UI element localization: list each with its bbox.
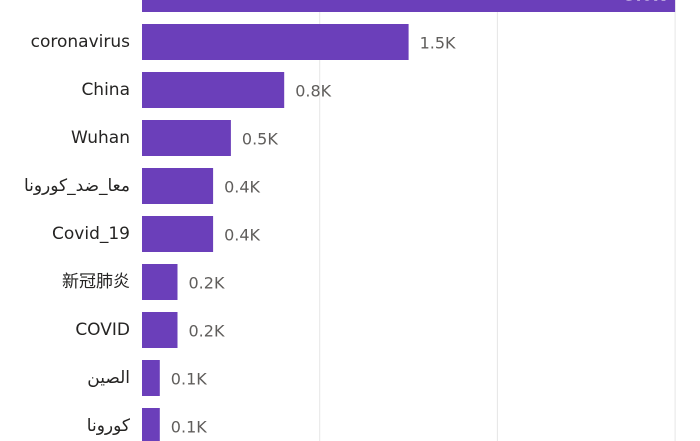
- value-label-6: 0.2K: [189, 274, 225, 293]
- category-label-0: Covid19: [61, 0, 130, 4]
- bar-1[interactable]: [142, 24, 409, 60]
- value-label-9: 0.1K: [171, 418, 207, 437]
- bar-8[interactable]: [142, 360, 160, 396]
- bar-3[interactable]: [142, 120, 231, 156]
- category-label-1: coronavirus: [31, 32, 131, 52]
- category-label-8: الصين: [87, 368, 130, 388]
- value-label-8: 0.1K: [171, 370, 207, 389]
- bar-2[interactable]: [142, 72, 285, 108]
- bars: [142, 0, 676, 441]
- bar-5[interactable]: [142, 216, 214, 252]
- value-labels: 3.0K 1.5K 0.8K 0.5K 0.4K 0.4K 0.2K 0.2K 0.1K 0.1K: [171, 0, 666, 437]
- category-label-2: China: [81, 80, 130, 100]
- value-label-7: 0.2K: [189, 322, 225, 341]
- category-label-6: 新冠肺炎: [62, 272, 130, 292]
- value-label-3: 0.5K: [242, 130, 278, 149]
- value-label-4: 0.4K: [224, 178, 260, 197]
- value-label-0: 3.0K: [624, 0, 665, 5]
- category-label-5: Covid_19: [52, 224, 130, 244]
- category-label-4: معا_ضد_كورونا: [24, 176, 130, 196]
- bar-4[interactable]: [142, 168, 214, 204]
- gridlines: [319, 0, 676, 441]
- value-label-2: 0.8K: [295, 82, 331, 101]
- bar-7[interactable]: [142, 312, 178, 348]
- value-label-5: 0.4K: [224, 226, 260, 245]
- bar-6[interactable]: [142, 264, 178, 300]
- bar-9[interactable]: [142, 408, 160, 441]
- category-label-3: Wuhan: [71, 128, 130, 148]
- category-label-9: كورونا: [87, 416, 131, 436]
- category-label-7: COVID: [75, 320, 130, 340]
- bar-0[interactable]: [142, 0, 676, 12]
- category-labels: Covid19 coronavirus China Wuhan معا_ضد_كورون…: [24, 0, 131, 436]
- value-label-1: 1.5K: [420, 34, 456, 53]
